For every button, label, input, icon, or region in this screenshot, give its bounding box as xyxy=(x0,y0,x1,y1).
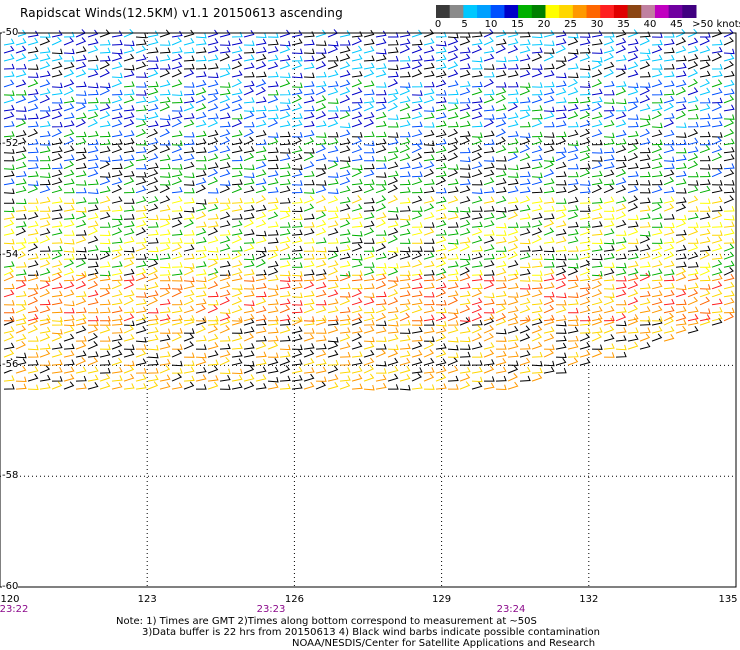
colorbar-label: 10 xyxy=(484,19,498,30)
colorbar-label: 15 xyxy=(511,19,524,30)
colorbar-swatch xyxy=(477,5,492,18)
note-line-3: NOAA/NESDIS/Center for Satellite Applica… xyxy=(292,638,596,649)
colorbar-label: 35 xyxy=(617,19,630,30)
colorbar-label: 5 xyxy=(461,19,468,30)
note-line-2: 3)Data buffer is 22 hrs from 20150613 4)… xyxy=(142,627,600,638)
colorbar-label: 45 xyxy=(670,19,683,30)
colorbar-swatch xyxy=(572,5,588,18)
longitude-label: 135 xyxy=(718,594,738,605)
note-line-1: Note: 1) Times are GMT 2)Times along bot… xyxy=(116,616,537,627)
colorbar-swatch xyxy=(559,5,574,18)
colorbar-swatch xyxy=(654,5,670,18)
colorbar-swatch xyxy=(682,5,697,18)
wind-barb-group xyxy=(3,78,735,277)
latitude-label: -56 xyxy=(2,359,19,371)
colorbar-swatch xyxy=(613,5,629,18)
colorbar-label: 25 xyxy=(564,19,577,30)
time-label: 23:23 xyxy=(256,604,286,615)
wind-barb-group xyxy=(3,272,723,323)
colorbar-swatch xyxy=(531,5,546,18)
colorbar-label: 30 xyxy=(590,19,604,30)
wind-barb-group xyxy=(3,195,735,276)
colorbar-swatch xyxy=(463,5,478,18)
longitude-label: 129 xyxy=(432,594,452,605)
longitude-label: 132 xyxy=(579,594,599,605)
wind-barbs xyxy=(3,28,735,391)
colorbar-labels: 0 5 10 15 20 25 30 35 40 45 >50 knots xyxy=(434,19,740,31)
colorbar-swatch xyxy=(668,5,683,18)
wind-barb-group xyxy=(3,195,735,391)
latitude-label: -50 xyxy=(2,27,19,38)
colorbar-label: >50 knots xyxy=(692,19,740,30)
colorbar-swatch xyxy=(586,5,601,18)
colorbar-swatch xyxy=(490,5,505,18)
latitude-label: -58 xyxy=(2,470,19,482)
latitude-label: -54 xyxy=(2,248,19,260)
colorbar-swatch xyxy=(627,5,642,18)
colorbar-label: 20 xyxy=(537,19,551,30)
colorbar-swatch xyxy=(600,5,615,18)
wind-barb-group xyxy=(3,272,735,391)
time-label: 23:24 xyxy=(496,604,526,615)
colorbar-swatch xyxy=(641,5,656,18)
colorbar-swatch xyxy=(436,5,451,18)
colorbar-swatch xyxy=(449,5,464,18)
latitude-label: -60 xyxy=(2,581,19,592)
longitude-label: 120 xyxy=(0,594,20,605)
latitude-label: -52 xyxy=(2,137,19,149)
map-grid xyxy=(0,33,736,587)
longitude-label: 126 xyxy=(284,594,304,605)
colorbar-label: 0 xyxy=(434,19,442,30)
map-title: Rapidscat Winds(12.5KM) v1.1 20150613 as… xyxy=(20,6,343,20)
time-label: 23:22 xyxy=(0,604,29,615)
wind-barb-group xyxy=(3,79,735,195)
colorbar-swatch xyxy=(518,5,533,18)
notes: Note: 1) Times are GMT 2)Times along bot… xyxy=(116,616,600,649)
map-frame xyxy=(0,32,737,588)
wind-barb-group xyxy=(3,272,735,322)
wind-speed-colorbar xyxy=(436,5,697,18)
colorbar-swatch xyxy=(504,5,519,18)
colorbar-swatch xyxy=(545,5,560,18)
colorbar-label: 40 xyxy=(643,19,657,30)
longitude-label: 123 xyxy=(137,594,157,605)
wind-barb-group xyxy=(3,28,735,129)
